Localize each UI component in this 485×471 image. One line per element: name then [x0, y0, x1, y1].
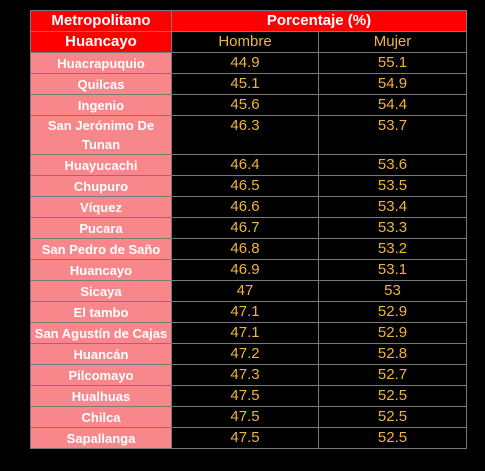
female-percent: 53.1 [318, 259, 467, 281]
header-region-cell-2: Huancayo [30, 31, 172, 53]
table-row: Chilca 47.5 52.5 [30, 406, 467, 428]
female-percent: 52.9 [318, 322, 467, 344]
header-male-cell: Hombre [171, 31, 319, 53]
female-percent: 53.5 [318, 175, 467, 197]
female-percent: 52.7 [318, 364, 467, 386]
table-row: Quilcas 45.1 54.9 [30, 73, 467, 95]
table-row: Chupuro 46.5 53.5 [30, 175, 467, 197]
district-name: Huayucachi [30, 154, 172, 176]
male-percent: 46.9 [171, 259, 319, 281]
table-row: Huacrapuquio 44.9 55.1 [30, 52, 467, 74]
district-name: Pucara [30, 217, 172, 239]
table-row: Víquez 46.6 53.4 [30, 196, 467, 218]
district-name: San Pedro de Saño [30, 238, 172, 260]
header-region-line2: Huancayo [65, 33, 137, 50]
male-percent: 46.3 [171, 115, 319, 155]
male-percent: 45.1 [171, 73, 319, 95]
header-percentage-label: Porcentaje (%) [266, 12, 372, 29]
table-row: San Jerónimo De Tunan 46.3 53.7 [30, 115, 467, 155]
male-percent: 46.7 [171, 217, 319, 239]
district-name: Chilca [30, 406, 172, 428]
table-row: Sicaya 47 53 [30, 280, 467, 302]
male-percent: 47.1 [171, 301, 319, 323]
female-percent: 53.7 [318, 115, 467, 155]
male-percent: 47.1 [171, 322, 319, 344]
header-percentage-cell: Porcentaje (%) [171, 10, 467, 32]
female-percent: 54.9 [318, 73, 467, 95]
male-percent: 46.6 [171, 196, 319, 218]
table-row: Sapallanga 47.5 52.5 [30, 427, 467, 449]
male-percent: 46.5 [171, 175, 319, 197]
district-name: San Jerónimo De Tunan [30, 115, 172, 155]
male-percent: 47.5 [171, 427, 319, 449]
table-row: San Agustín de Cajas 47.1 52.9 [30, 322, 467, 344]
male-percent: 46.8 [171, 238, 319, 260]
female-percent: 53.6 [318, 154, 467, 176]
header-region-line1: Metropolitano [51, 12, 151, 29]
table-row: Ingenio 45.6 54.4 [30, 94, 467, 116]
population-gender-table: Metropolitano Porcentaje (%) Huancayo Ho… [30, 10, 467, 449]
female-percent: 52.5 [318, 406, 467, 428]
female-percent: 53.3 [318, 217, 467, 239]
header-female-label: Mujer [373, 33, 412, 50]
table-row: San Pedro de Saño 46.8 53.2 [30, 238, 467, 260]
district-name: Pilcomayo [30, 364, 172, 386]
male-percent: 47.2 [171, 343, 319, 365]
district-name: Huacrapuquio [30, 52, 172, 74]
male-percent: 47.5 [171, 406, 319, 428]
male-percent: 47 [171, 280, 319, 302]
district-name: Sicaya [30, 280, 172, 302]
female-percent: 52.5 [318, 385, 467, 407]
male-percent: 46.4 [171, 154, 319, 176]
district-name: Víquez [30, 196, 172, 218]
female-percent: 52.8 [318, 343, 467, 365]
table-row: Pilcomayo 47.3 52.7 [30, 364, 467, 386]
district-name: Chupuro [30, 175, 172, 197]
female-percent: 53.4 [318, 196, 467, 218]
male-percent: 44.9 [171, 52, 319, 74]
female-percent: 54.4 [318, 94, 467, 116]
header-region-cell: Metropolitano [30, 10, 172, 32]
header-male-label: Hombre [218, 33, 272, 50]
table-row: El tambo 47.1 52.9 [30, 301, 467, 323]
female-percent: 55.1 [318, 52, 467, 74]
table-row: Huayucachi 46.4 53.6 [30, 154, 467, 176]
female-percent: 52.5 [318, 427, 467, 449]
district-name: Sapallanga [30, 427, 172, 449]
female-percent: 53 [318, 280, 467, 302]
header-female-cell: Mujer [318, 31, 467, 53]
male-percent: 45.6 [171, 94, 319, 116]
district-name: El tambo [30, 301, 172, 323]
district-name: Quilcas [30, 73, 172, 95]
district-name: Ingenio [30, 94, 172, 116]
table-row: Huancán 47.2 52.8 [30, 343, 467, 365]
male-percent: 47.3 [171, 364, 319, 386]
district-name: Huancayo [30, 259, 172, 281]
female-percent: 53.2 [318, 238, 467, 260]
district-name: Hualhuas [30, 385, 172, 407]
district-name: Huancán [30, 343, 172, 365]
table-body: Huacrapuquio 44.9 55.1 Quilcas 45.1 54.9… [30, 52, 467, 449]
table-row: Huancayo 46.9 53.1 [30, 259, 467, 281]
table-row: Hualhuas 47.5 52.5 [30, 385, 467, 407]
table-row: Pucara 46.7 53.3 [30, 217, 467, 239]
female-percent: 52.9 [318, 301, 467, 323]
district-name: San Agustín de Cajas [30, 322, 172, 344]
male-percent: 47.5 [171, 385, 319, 407]
